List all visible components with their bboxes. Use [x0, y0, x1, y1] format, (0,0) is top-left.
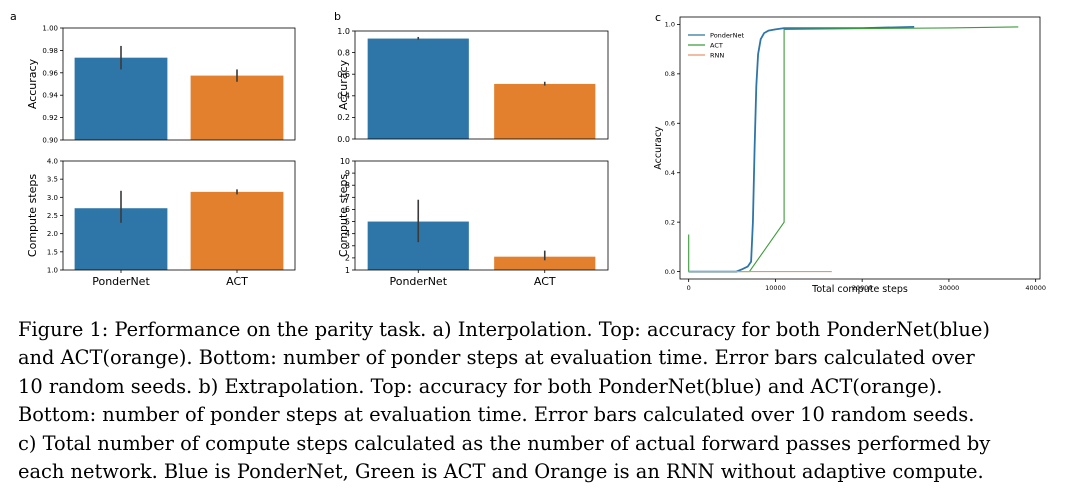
- y-tick-label: 0.8: [665, 70, 675, 78]
- y-tick-label: 1.5: [47, 248, 58, 256]
- bar-pondernet: [74, 57, 168, 140]
- plot-frame: [62, 27, 296, 141]
- y-tick-label: 3.5: [47, 176, 58, 184]
- y-tick-label: 1.0: [665, 21, 675, 29]
- figure-caption: Figure 1: Performance on the parity task…: [18, 316, 1073, 486]
- panel-letter: b: [334, 10, 341, 23]
- bar-act: [494, 256, 596, 270]
- y-tick-label: 9: [345, 169, 350, 178]
- y-axis-label: Compute steps: [337, 174, 350, 257]
- x-tick-label: ACT: [534, 275, 556, 288]
- caption-line-6: each network. Blue is PonderNet, Green i…: [18, 460, 984, 484]
- y-tick-label: 0.4: [665, 169, 675, 177]
- y-tick-label: 3: [345, 242, 350, 251]
- y-tick-label: 0.96: [42, 69, 58, 77]
- panel-1-accuracy: 0.0 0.2 0.4 0.6 0.8 1.0 Accuracy: [337, 27, 609, 144]
- bar-act: [494, 83, 596, 139]
- y-tick-label: 0.0: [665, 268, 675, 276]
- x-tick-label: 40000: [1025, 284, 1046, 292]
- y-tick-label: 0.2: [337, 113, 350, 122]
- y-tick-label: 1.00: [42, 24, 58, 32]
- legend: PonderNet ACT RNN: [688, 31, 744, 59]
- plot-frame: [354, 30, 609, 140]
- y-axis-label: Accuracy: [653, 126, 664, 170]
- bar-act: [190, 191, 284, 270]
- series-line-act: [688, 26, 1019, 273]
- caption-line-1: Figure 1: Performance on the parity task…: [18, 318, 990, 341]
- caption-line-2: and ACT(orange). Bottom: number of ponde…: [18, 346, 975, 370]
- y-axis-label: Accuracy: [337, 59, 350, 110]
- y-axis-label: Compute steps: [26, 174, 39, 257]
- panel-letter: c: [655, 11, 661, 24]
- panel-0-compute: PonderNet ACT 1.0 1.5 2.0 2.5 3.0 3.5 4.0 Compute…: [26, 157, 296, 288]
- y-tick-label: 4: [345, 229, 350, 238]
- y-tick-label: 0.98: [42, 47, 58, 55]
- figure: a0.900.920.940.960.981.00AccuracyPonderN…: [10, 10, 1046, 295]
- y-tick-label: 7: [345, 193, 350, 202]
- panel-0-accuracy: 0.90 0.92 0.94 0.96 0.98 1.00 Accuracy: [26, 24, 296, 144]
- caption-line-5: c) Total number of compute steps calcula…: [18, 431, 991, 455]
- y-tick-label: 0.6: [337, 70, 350, 79]
- x-tick-label: ACT: [226, 275, 248, 288]
- y-tick-label: 0.2: [665, 218, 675, 226]
- y-tick-label: 0.92: [42, 114, 58, 122]
- y-axis-label: Accuracy: [26, 58, 39, 109]
- y-tick-label: 1: [345, 266, 350, 275]
- legend-label: RNN: [710, 51, 724, 59]
- y-tick-label: 8: [345, 181, 350, 190]
- x-tick-label: 10000: [765, 284, 786, 292]
- x-axis-label: Total compute steps: [811, 284, 908, 295]
- y-tick-label: 3.0: [47, 194, 58, 202]
- x-tick-label: PonderNet: [92, 275, 150, 288]
- y-tick-label: 0.0: [337, 135, 350, 144]
- y-tick-label: 0.8: [337, 48, 350, 57]
- y-tick-label: 0.94: [42, 92, 58, 100]
- plot-frame: [62, 160, 296, 271]
- y-tick-label: 2: [345, 254, 350, 263]
- y-tick-label: 0.6: [665, 120, 675, 128]
- y-tick-label: 10: [340, 157, 350, 166]
- series-line-pondernet: [688, 26, 915, 273]
- panel-c-line-chart: 0 10000 20000 30000 40000 0.0 0.2 0.4 0.6 0.8 1.0 T…: [653, 16, 1046, 295]
- bar-pondernet: [367, 38, 469, 140]
- y-tick-label: 2.5: [47, 212, 58, 220]
- x-tick-label: 20000: [852, 284, 873, 292]
- y-tick-label: 4.0: [47, 157, 58, 165]
- panel-1-compute: PonderNet ACT 1 2 3 4 5 6 7 8 9 10 Compute steps: [337, 157, 609, 288]
- caption-line-4: Bottom: number of ponder steps at evalua…: [18, 403, 975, 427]
- caption-line-3: 10 random seeds. b) Extrapolation. Top: …: [18, 374, 943, 398]
- panel-letter: a: [10, 10, 17, 23]
- legend-label: ACT: [710, 41, 723, 49]
- y-tick-label: 1.0: [47, 266, 58, 274]
- x-tick-label: PonderNet: [389, 275, 447, 288]
- x-tick-label: 30000: [939, 284, 960, 292]
- x-tick-label: 0: [687, 284, 691, 292]
- y-tick-label: 5: [345, 217, 350, 226]
- y-tick-label: 0.4: [337, 92, 350, 101]
- y-tick-label: 6: [345, 205, 350, 214]
- legend-label: PonderNet: [710, 31, 744, 39]
- y-tick-label: 0.90: [42, 136, 58, 144]
- bar-act: [190, 75, 284, 140]
- plot-frame: [354, 160, 609, 271]
- plot-frame: [679, 16, 1041, 280]
- y-tick-label: 2.0: [47, 230, 58, 238]
- y-tick-label: 1.0: [337, 27, 350, 36]
